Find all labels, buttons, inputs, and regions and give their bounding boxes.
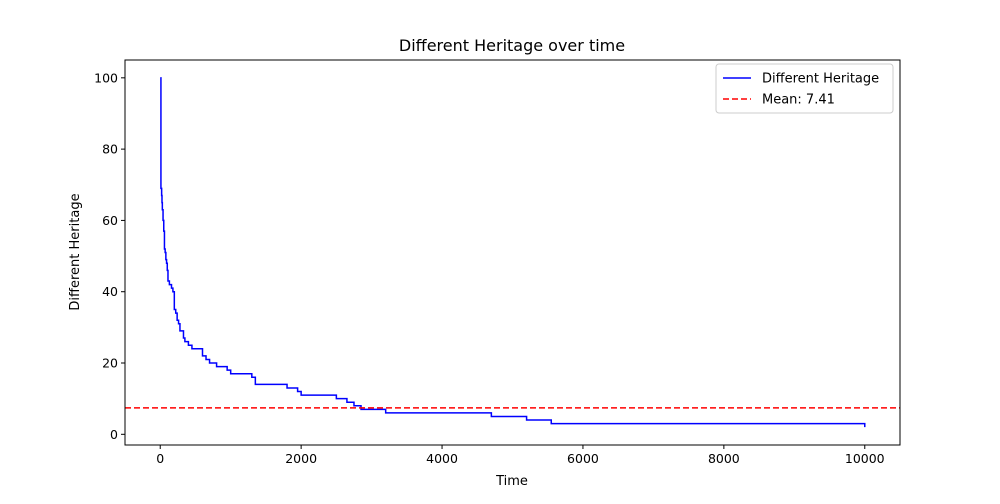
chart-title: Different Heritage over time <box>399 36 625 55</box>
x-axis-label: Time <box>495 474 528 489</box>
x-tick-label: 0 <box>156 451 164 466</box>
legend-box <box>715 63 894 114</box>
plot-area <box>125 77 900 428</box>
legend: Different Heritage Mean: 7.41 <box>715 63 894 114</box>
y-tick-label: 20 <box>102 356 118 371</box>
plot-frame <box>124 59 901 446</box>
axes: 0 2000 4000 6000 8000 10000 0 20 40 60 80 100 <box>94 59 901 466</box>
x-tick-label: 6000 <box>567 451 599 466</box>
y-tick-label: 0 <box>110 427 118 442</box>
series-line-0 <box>160 77 866 428</box>
y-tick-label: 40 <box>102 284 118 299</box>
y-tick-label: 80 <box>102 142 118 157</box>
legend-label-series: Different Heritage <box>762 72 879 87</box>
x-tick-label: 8000 <box>708 451 740 466</box>
y-tick-label: 100 <box>94 70 118 85</box>
y-axis-label: Different Heritage <box>68 193 83 310</box>
x-tick-label: 2000 <box>285 451 317 466</box>
legend-label-mean: Mean: 7.41 <box>762 93 835 108</box>
x-tick-label: 4000 <box>426 451 458 466</box>
x-tick-label: 10000 <box>845 451 885 466</box>
y-tick-label: 60 <box>102 213 118 228</box>
